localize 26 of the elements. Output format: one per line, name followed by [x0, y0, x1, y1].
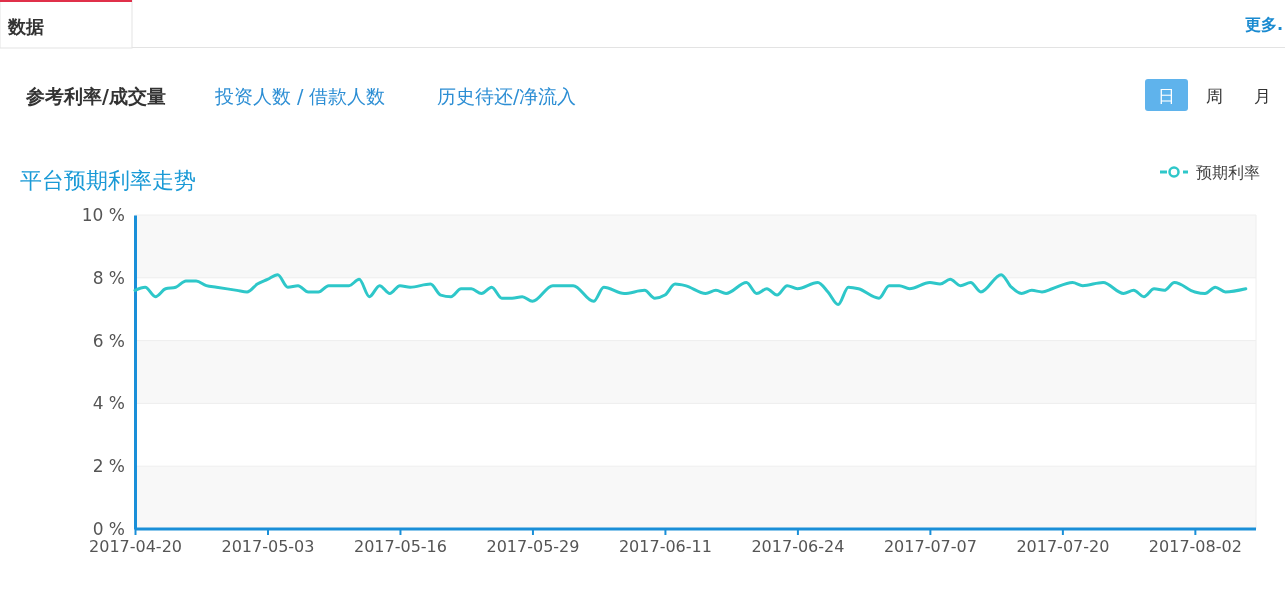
text: 月 — [1253, 86, 1271, 106]
x-tick-label: 2017-05-16 — [353, 537, 447, 557]
y-tick-label: 8 % — [92, 267, 125, 288]
text: 数据 — [7, 16, 44, 37]
text: 周 — [1205, 86, 1223, 106]
line-series — [133, 273, 1248, 306]
x-tick-label: 2017-07-07 — [883, 537, 977, 557]
x-tick-label: 2017-08-02 — [1148, 537, 1242, 557]
y-tick-label: 0 % — [92, 518, 125, 539]
x-tick-label: 2017-07-20 — [1016, 537, 1110, 557]
x-tick-label: 2017-05-03 — [221, 537, 315, 557]
y-tick-label: 4 % — [92, 393, 125, 414]
text: 历史待还/净流入 — [437, 85, 577, 107]
text: 日 — [1157, 86, 1175, 106]
x-tick-label: 2017-06-24 — [751, 537, 845, 557]
x-tick-label: 2017-06-11 — [618, 537, 712, 557]
x-tick-label: 2017-05-29 — [486, 537, 580, 557]
y-tick-label: 2 % — [92, 456, 125, 477]
x-tick-label: 2017-04-20 — [89, 537, 182, 557]
text: 更多. — [1244, 15, 1283, 34]
chart-title: 平台预期利率走势 — [20, 168, 196, 193]
legend-label: 预期利率 — [1196, 163, 1260, 182]
text: 投资人数 / 借款人数 — [214, 85, 386, 107]
y-tick-label: 10 % — [81, 204, 125, 225]
text: 参考利率/成交量 — [25, 85, 166, 107]
y-tick-label: 6 % — [92, 330, 125, 351]
